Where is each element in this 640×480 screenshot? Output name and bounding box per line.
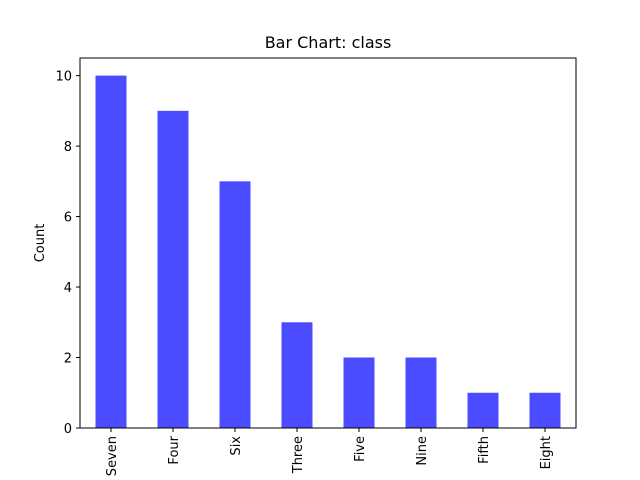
y-axis: 0 2 4 6 8 10 [55, 70, 80, 437]
bar-eight [529, 392, 561, 428]
bar-seven [95, 75, 127, 428]
y-tick-label-10: 10 [55, 70, 72, 85]
chart-title: Bar Chart: class [265, 33, 392, 52]
bar-nine [405, 357, 437, 428]
x-tick-label-four: Four [167, 435, 182, 464]
y-tick-label-2: 2 [64, 352, 72, 367]
plot-frame [79, 57, 577, 429]
bars-group [95, 75, 561, 428]
y-tick-label-6: 6 [64, 211, 72, 226]
x-tick-label-six: Six [229, 436, 244, 456]
bar-fifth [467, 392, 499, 428]
x-tick-label-eight: Eight [539, 436, 554, 469]
bar-three [281, 322, 313, 428]
y-axis-label: Count [33, 224, 48, 263]
bar-five [343, 357, 375, 428]
x-tick-label-seven: Seven [105, 436, 120, 476]
x-tick-label-nine: Nine [415, 436, 430, 466]
bar-six [219, 181, 251, 428]
y-tick-label-0: 0 [64, 422, 72, 437]
bar-four [157, 110, 189, 428]
x-tick-label-three: Three [291, 436, 306, 474]
x-axis: Seven Four Six Three Five Nine Fifth Eight [105, 428, 554, 476]
y-tick-label-4: 4 [64, 281, 72, 296]
y-tick-label-8: 8 [64, 140, 72, 155]
x-tick-label-fifth: Fifth [477, 436, 492, 464]
x-tick-label-five: Five [353, 436, 368, 462]
